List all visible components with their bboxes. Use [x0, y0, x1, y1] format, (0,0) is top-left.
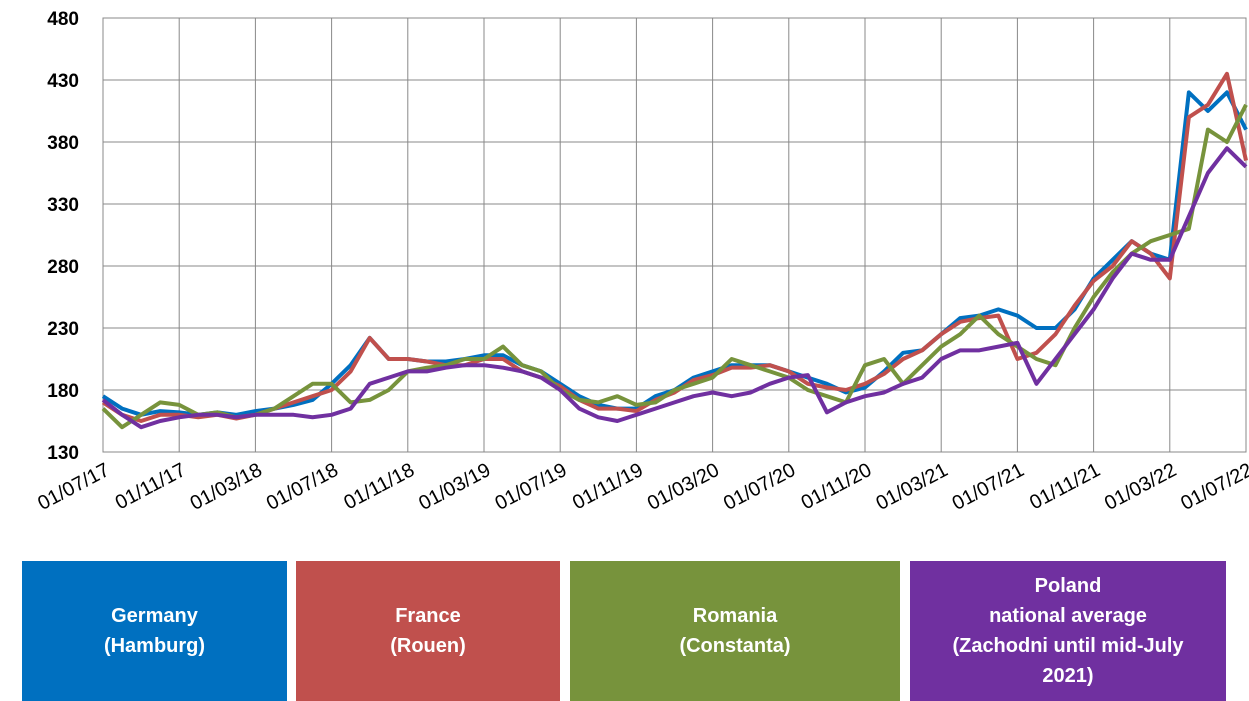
y-tick-label: 280: [47, 257, 79, 278]
x-tick-label: 01/07/18: [263, 459, 342, 515]
legend-entry: France (Rouen): [296, 561, 560, 701]
legend-entry: Germany (Hamburg): [22, 561, 287, 701]
x-tick-label: 01/11/18: [340, 459, 418, 514]
x-tick-label: 01/03/20: [644, 459, 723, 515]
x-tick-label: 01/03/21: [872, 459, 951, 515]
x-tick-label: 01/03/18: [187, 459, 266, 515]
legend-entry: Romania (Constanta): [570, 561, 900, 701]
x-tick-label: 01/11/19: [569, 459, 647, 514]
x-tick-label: 01/03/22: [1101, 459, 1180, 515]
y-tick-label: 430: [47, 71, 79, 92]
y-tick-label: 330: [47, 195, 79, 216]
x-tick-label: 01/11/17: [112, 459, 190, 514]
x-tick-label: 01/07/21: [949, 459, 1028, 515]
y-tick-label: 380: [47, 133, 79, 154]
x-tick-label: 01/07/17: [34, 459, 113, 515]
y-tick-label: 480: [47, 9, 79, 30]
series-line: [101, 71, 1248, 423]
x-tick-label: 01/11/20: [798, 459, 876, 514]
series-line: [101, 146, 1248, 430]
x-tick-label: 01/07/20: [720, 459, 799, 515]
chart: 130 180 230 280 330 380 430 480 01/07/1701/11/17…: [34, 9, 1249, 515]
x-tick-label: 01/07/19: [491, 459, 570, 515]
series-line: [101, 103, 1248, 430]
y-tick-label: 230: [47, 319, 79, 340]
y-tick-label: 130: [47, 443, 79, 464]
plot-area: [102, 17, 1247, 453]
x-tick-label: 01/07/22: [1177, 459, 1249, 515]
y-tick-label: 180: [47, 381, 79, 402]
x-tick-label: 01/11/21: [1026, 459, 1104, 514]
legend-entry: Poland national average (Zachodni until …: [910, 561, 1226, 701]
x-tick-label: 01/03/19: [415, 459, 494, 515]
